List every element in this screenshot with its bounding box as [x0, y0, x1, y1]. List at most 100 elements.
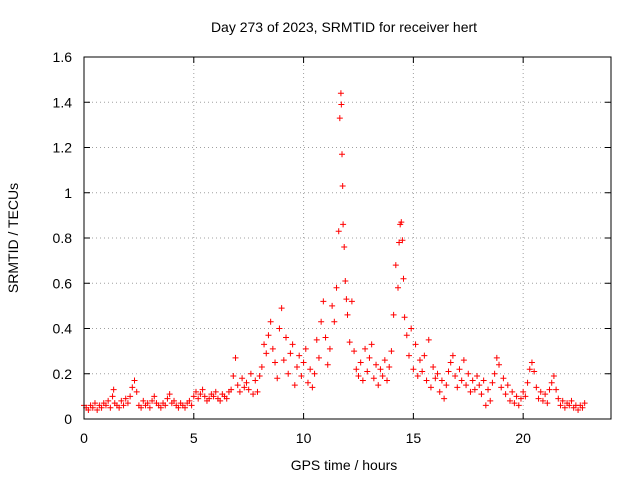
data-point [392, 262, 399, 269]
data-point [414, 373, 421, 380]
data-point [320, 298, 327, 305]
data-point [386, 363, 393, 370]
data-point [388, 348, 395, 355]
data-point [102, 402, 109, 409]
data-point [370, 375, 377, 382]
data-point [188, 402, 195, 409]
data-point [138, 404, 145, 411]
data-point [405, 352, 412, 359]
data-point [278, 305, 285, 312]
data-point [232, 354, 239, 361]
data-point [403, 332, 410, 339]
data-point [175, 404, 182, 411]
data-point [458, 377, 465, 384]
data-point [89, 404, 96, 411]
data-point [399, 237, 406, 244]
data-point [144, 400, 151, 407]
data-point [425, 336, 432, 343]
data-point [309, 384, 316, 391]
data-point [228, 386, 235, 393]
data-point [452, 373, 459, 380]
data-point [336, 115, 343, 122]
data-point [465, 370, 472, 377]
data-point [91, 400, 98, 407]
data-point [482, 402, 489, 409]
data-point [280, 357, 287, 364]
data-point [377, 366, 384, 373]
data-point [241, 384, 248, 391]
data-point [366, 354, 373, 361]
data-point [513, 393, 520, 400]
data-point [217, 397, 224, 404]
data-point [561, 404, 568, 411]
data-point [326, 345, 333, 352]
data-point [359, 377, 366, 384]
x-tick-label: 10 [296, 430, 312, 446]
data-point [258, 363, 265, 370]
data-point [300, 359, 307, 366]
data-point [162, 402, 169, 409]
data-point [553, 386, 560, 393]
data-point [522, 393, 529, 400]
data-point [566, 402, 573, 409]
data-point [85, 406, 92, 413]
data-point [313, 336, 320, 343]
data-point [254, 388, 261, 395]
data-point [408, 325, 415, 332]
data-point [517, 395, 524, 402]
data-point [272, 359, 279, 366]
data-point [498, 384, 505, 391]
data-point [449, 352, 456, 359]
data-point [502, 391, 509, 398]
data-point [375, 382, 382, 389]
data-point [283, 334, 290, 341]
data-point [116, 404, 123, 411]
data-point [190, 393, 197, 400]
data-point [364, 368, 371, 375]
data-point [423, 377, 430, 384]
data-point [467, 388, 474, 395]
y-tick-label: 1.6 [53, 49, 73, 65]
x-tick-label: 20 [515, 430, 531, 446]
data-point [342, 277, 349, 284]
data-point [368, 341, 375, 348]
data-point [535, 395, 542, 402]
data-point [434, 370, 441, 377]
data-point [511, 400, 518, 407]
data-point [212, 388, 219, 395]
data-point [384, 377, 391, 384]
data-point [94, 406, 101, 413]
data-point [353, 366, 360, 373]
data-point [302, 345, 309, 352]
data-point [239, 375, 246, 382]
data-point [537, 388, 544, 395]
data-point [289, 341, 296, 348]
data-point [575, 406, 582, 413]
data-point [324, 361, 331, 368]
data-point [296, 352, 303, 359]
data-point [261, 341, 268, 348]
data-point [390, 311, 397, 318]
y-tick-label: 0.8 [53, 230, 73, 246]
data-point [520, 388, 527, 395]
data-point [491, 370, 498, 377]
data-point [230, 373, 237, 380]
data-point [276, 325, 283, 332]
x-tick-label: 15 [406, 430, 422, 446]
data-point [485, 386, 492, 393]
data-point [373, 361, 380, 368]
data-point [557, 402, 564, 409]
data-point [199, 386, 206, 393]
data-point [427, 384, 434, 391]
data-point [298, 373, 305, 380]
data-point [131, 377, 138, 384]
y-tick-label: 1.2 [53, 140, 73, 156]
data-point [243, 379, 250, 386]
y-tick-label: 1 [64, 185, 72, 201]
data-point [250, 391, 257, 398]
data-point [533, 384, 540, 391]
data-point [146, 404, 153, 411]
data-point [504, 382, 511, 389]
data-point [124, 400, 131, 407]
data-point [445, 368, 452, 375]
